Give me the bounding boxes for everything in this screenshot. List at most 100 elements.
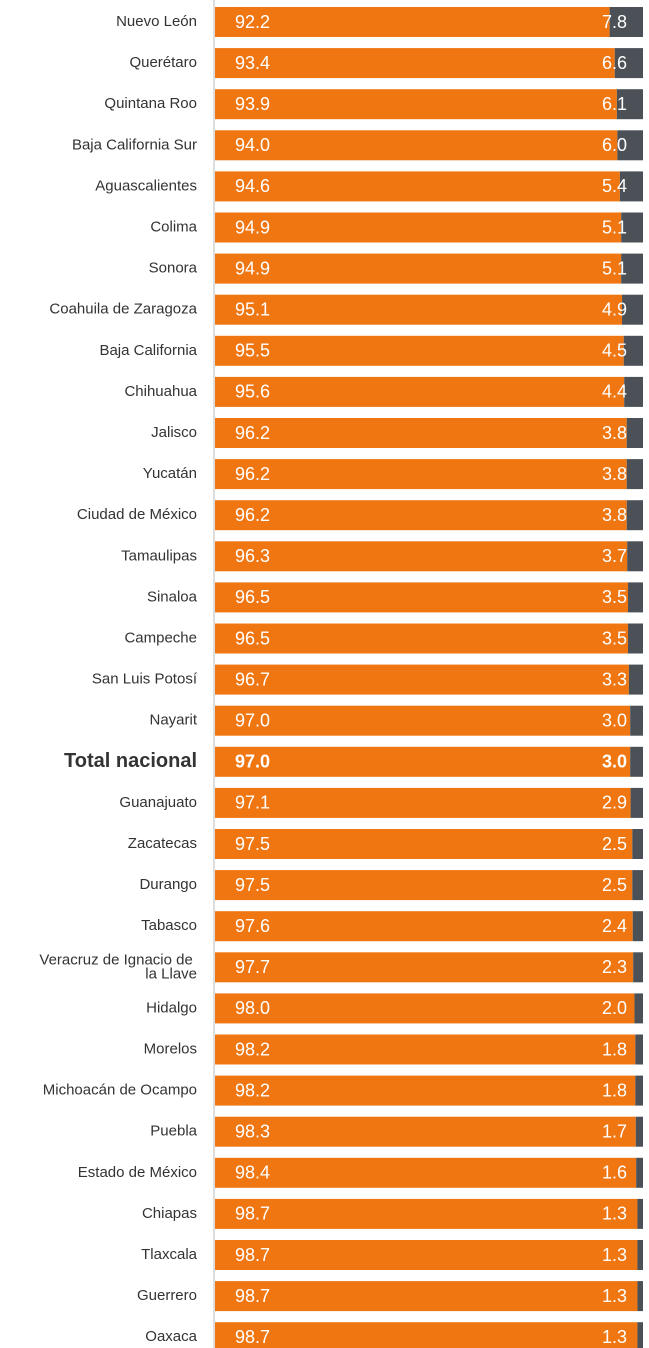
value-label: 3.3 [602,669,627,689]
category-label: Estado de México [78,1164,197,1181]
category-label: Michoacán de Ocampo [43,1082,197,1099]
bar-segment [621,212,643,243]
value-label: 6.0 [602,135,627,155]
category-label: Tlaxcala [141,1246,198,1263]
bar-segment [215,171,620,202]
category-label: Nayarit [149,712,197,729]
bar-segment [215,1281,638,1312]
category-label: Querétaro [129,54,197,71]
bar-segment [637,1322,643,1348]
bar-segment [632,829,643,859]
value-label: 1.6 [602,1163,627,1183]
bar-segment [215,130,618,161]
bar-segment [634,993,643,1024]
bar-segment [215,376,625,407]
value-label: 98.2 [235,1080,270,1100]
value-label: 1.7 [602,1121,627,1141]
bar-segment [215,870,633,901]
bar-segment [215,500,627,531]
bar-segment [215,212,622,243]
bar-segment [215,623,629,654]
value-label: 2.4 [602,916,627,936]
bar-segment [616,89,643,120]
value-label: 98.2 [235,1039,270,1059]
value-label: 2.0 [602,998,627,1018]
bar-segment [632,911,643,942]
bar-segment [626,459,643,490]
value-label: 4.9 [602,299,627,319]
value-label: 5.1 [602,258,627,278]
category-label: Quintana Roo [104,95,197,112]
value-label: 98.0 [235,998,270,1018]
bar-segment [635,1034,643,1065]
value-label: 3.8 [602,505,627,525]
bar-segment [624,376,643,407]
bar-segment [637,1198,643,1229]
value-label: 2.5 [602,875,627,895]
bar-segment [215,911,633,942]
bar-segment [215,7,610,37]
bar-segment [215,418,627,448]
bar-segment [215,1322,638,1348]
category-label: Sinaloa [147,588,198,605]
value-label: 93.9 [235,94,270,114]
bar-segment [215,335,624,366]
bar-segment [215,829,633,859]
value-label: 3.5 [602,587,627,607]
value-label: 1.3 [602,1204,627,1224]
value-label: 96.3 [235,546,270,566]
bar-segment [626,418,643,448]
category-label: Guerrero [137,1287,197,1304]
value-label: 1.8 [602,1080,627,1100]
value-label: 92.2 [235,12,270,32]
value-label: 3.8 [602,464,627,484]
value-label: 97.1 [235,793,270,813]
value-label: 97.5 [235,875,270,895]
category-label: Ciudad de México [77,506,197,523]
value-label: 98.7 [235,1204,270,1224]
value-label: 3.0 [602,710,627,730]
bar-segment [215,1198,638,1229]
value-label: 96.2 [235,423,270,443]
bar-segment [215,48,615,79]
value-label: 98.7 [235,1286,270,1306]
value-label: 94.9 [235,217,270,237]
value-label: 98.7 [235,1327,270,1347]
category-label: Zacatecas [128,835,197,852]
value-label: 1.3 [602,1327,627,1347]
category-label: Chihuahua [124,383,197,400]
value-label: 93.4 [235,53,270,73]
category-label: Yucatán [143,465,197,482]
category-label: Nuevo León [116,13,197,30]
value-label: 97.0 [235,752,270,772]
bar-segment [614,48,643,79]
value-label: 94.9 [235,258,270,278]
bar-segment [215,1240,638,1270]
category-label: Colima [150,218,197,235]
value-label: 5.4 [602,176,627,196]
bar-segment [627,541,643,572]
bar-segment [636,1157,643,1188]
value-label: 95.6 [235,382,270,402]
category-label: Campeche [124,629,197,646]
bar-segment [215,1034,636,1065]
category-label: Chiapas [142,1205,197,1222]
value-label: 1.3 [602,1286,627,1306]
bar-segment [215,89,617,120]
bar-segment [630,787,643,818]
value-label: 6.6 [602,53,627,73]
category-label: Aguascalientes [95,177,197,194]
category-label: Baja California [99,342,197,359]
value-label: 97.0 [235,710,270,730]
category-label: Total nacional [64,750,197,772]
bar-segment [215,1116,636,1147]
bar-segment [619,171,643,202]
value-label: 1.8 [602,1039,627,1059]
value-label: 96.7 [235,669,270,689]
value-label: 95.5 [235,341,270,361]
bar-segment [215,1075,636,1106]
value-label: 3.8 [602,423,627,443]
value-label: 98.4 [235,1163,270,1183]
bar-segment [621,253,643,284]
